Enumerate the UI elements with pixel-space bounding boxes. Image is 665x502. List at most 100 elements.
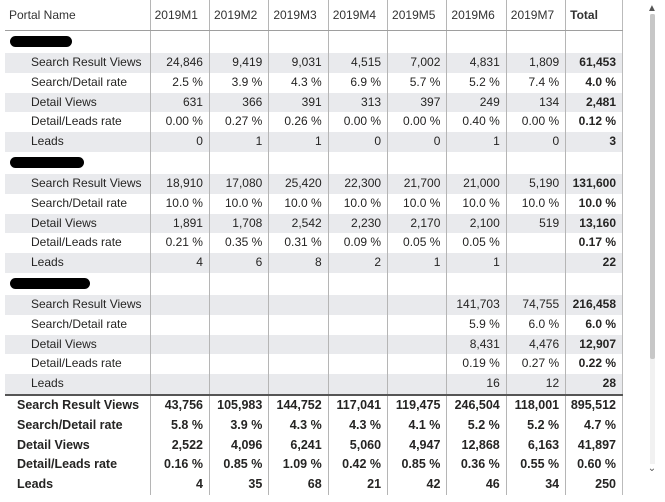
group-header-blank-cell bbox=[387, 151, 447, 174]
group-name-cell[interactable] bbox=[5, 272, 151, 295]
value-cell: 0.05 % bbox=[387, 233, 447, 254]
value-cell bbox=[327, 294, 388, 315]
value-cell: 17,080 bbox=[208, 173, 269, 194]
row-label: Detail Views bbox=[5, 213, 151, 234]
total-cell: 6.0 % bbox=[565, 314, 623, 335]
grand-total-value: 118,001 bbox=[505, 393, 566, 416]
table-row: Detail/Leads rate 0.21 % 0.35 % 0.31 % 0.09 … bbox=[5, 233, 623, 254]
group-header-blank-cell bbox=[327, 272, 388, 295]
value-cell: 2,230 bbox=[327, 213, 388, 234]
value-cell: 2,100 bbox=[446, 213, 507, 234]
value-cell bbox=[208, 314, 269, 335]
grand-total-value: 5.2 % bbox=[446, 415, 507, 436]
column-header-2019m1[interactable]: 2019M1 bbox=[149, 0, 210, 31]
value-cell: 631 bbox=[149, 92, 210, 113]
value-cell: 1 bbox=[208, 132, 269, 152]
value-cell: 3.9 % bbox=[208, 72, 269, 93]
row-label: Detail/Leads rate bbox=[31, 356, 122, 371]
grand-total-value: 0.55 % bbox=[505, 455, 566, 476]
value-cell: 141,703 bbox=[446, 294, 507, 315]
total-cell: 3 bbox=[565, 132, 623, 152]
grand-total-row: Detail Views 2,522 4,096 6,241 5,060 4,947 12,… bbox=[5, 435, 623, 456]
column-header-2019m3[interactable]: 2019M3 bbox=[268, 0, 329, 31]
grand-total-label: Leads bbox=[17, 477, 54, 492]
group-header-blank-cell bbox=[505, 151, 566, 174]
value-cell bbox=[268, 294, 329, 315]
value-cell: 10.0 % bbox=[268, 193, 329, 214]
value-cell: 4.3 % bbox=[268, 72, 329, 93]
value-cell: 0 bbox=[387, 132, 447, 152]
value-cell bbox=[268, 374, 329, 395]
column-header-portal-name[interactable]: Portal Name bbox=[5, 0, 151, 31]
group-header-blank-cell bbox=[387, 30, 447, 53]
total-cell: 12,907 bbox=[565, 334, 623, 355]
value-cell: 7,002 bbox=[387, 53, 447, 73]
grand-total-row: Search Result Views 43,756 105,983 144,752 1… bbox=[5, 393, 623, 416]
total-cell: 22 bbox=[565, 253, 623, 273]
scroll-down-icon[interactable]: ⌄ bbox=[647, 463, 657, 474]
row-label: Detail Views bbox=[5, 334, 151, 355]
value-cell: 0.27 % bbox=[208, 112, 269, 133]
value-cell: 8,431 bbox=[446, 334, 507, 355]
value-cell: 0.26 % bbox=[268, 112, 329, 133]
scroll-thumb[interactable] bbox=[650, 14, 655, 359]
total-cell: 2,481 bbox=[565, 92, 623, 113]
group-name-cell[interactable] bbox=[5, 151, 151, 174]
value-cell bbox=[387, 314, 447, 335]
value-cell bbox=[268, 334, 329, 355]
value-cell: 249 bbox=[446, 92, 507, 113]
value-cell bbox=[208, 294, 269, 315]
row-label: Leads bbox=[5, 253, 151, 273]
group-header-blank-cell bbox=[446, 151, 507, 174]
value-cell: 24,846 bbox=[149, 53, 210, 73]
value-cell bbox=[268, 314, 329, 335]
grand-total-value: 68 bbox=[268, 475, 329, 495]
grand-total-value: 3.9 % bbox=[208, 415, 269, 436]
grand-total-value: 6,163 bbox=[505, 435, 566, 456]
grand-total-value: 0.85 % bbox=[208, 455, 269, 476]
grand-total-value: 0.16 % bbox=[149, 455, 210, 476]
group-header-row[interactable] bbox=[5, 272, 623, 295]
group-header-blank-cell bbox=[149, 272, 210, 295]
column-header-2019m5[interactable]: 2019M5 bbox=[387, 0, 447, 31]
table-row: Leads 0 1 1 0 0 1 0 3 bbox=[5, 132, 623, 152]
value-cell: 0.00 % bbox=[327, 112, 388, 133]
group-header-blank-cell bbox=[446, 272, 507, 295]
group-name-cell[interactable] bbox=[5, 30, 151, 53]
group-header-row[interactable] bbox=[5, 30, 623, 53]
row-label: Detail/Leads rate bbox=[31, 235, 122, 250]
value-cell: 74,755 bbox=[505, 294, 566, 315]
grand-total-value: 5.8 % bbox=[149, 415, 210, 436]
header-row: Portal Name 2019M1 2019M2 2019M3 2019M4 … bbox=[5, 0, 623, 31]
group-header-blank-cell bbox=[565, 151, 623, 174]
scroll-up-icon[interactable]: ▲ bbox=[647, 3, 657, 14]
value-cell: 1,809 bbox=[505, 53, 566, 73]
total-cell: 61,453 bbox=[565, 53, 623, 73]
column-header-total[interactable]: Total bbox=[565, 0, 623, 31]
value-cell bbox=[327, 374, 388, 395]
column-header-2019m6[interactable]: 2019M6 bbox=[446, 0, 507, 31]
table-row: Search Result Views 24,846 9,419 9,031 4,515… bbox=[5, 53, 623, 73]
value-cell: 6.0 % bbox=[505, 314, 566, 335]
table-row: Search Result Views 141,703 74,755 216,458 bbox=[5, 294, 623, 315]
group-header-row[interactable] bbox=[5, 151, 623, 174]
table-row: Leads 16 12 28 bbox=[5, 374, 623, 395]
grand-total-value: 2,522 bbox=[149, 435, 210, 456]
value-cell: 4,515 bbox=[327, 53, 388, 73]
group-header-blank-cell bbox=[268, 30, 329, 53]
column-header-2019m4[interactable]: 2019M4 bbox=[327, 0, 388, 31]
column-header-2019m2[interactable]: 2019M2 bbox=[208, 0, 269, 31]
value-cell: 22,300 bbox=[327, 173, 388, 194]
grand-total-value: 34 bbox=[505, 475, 566, 495]
column-header-2019m7[interactable]: 2019M7 bbox=[505, 0, 566, 31]
matrix-table: Portal Name 2019M1 2019M2 2019M3 2019M4 … bbox=[5, 0, 623, 495]
row-label: Detail/Leads rate bbox=[31, 114, 122, 129]
table-row: Leads 4 6 8 2 1 1 22 bbox=[5, 253, 623, 273]
vertical-scrollbar[interactable]: ▲ ⌄ bbox=[647, 3, 657, 476]
value-cell: 4,831 bbox=[446, 53, 507, 73]
table-row: Search Result Views 18,910 17,080 25,420 22,… bbox=[5, 173, 623, 194]
group-header-blank-cell bbox=[505, 272, 566, 295]
row-label: Search/Detail rate bbox=[31, 316, 128, 331]
value-cell: 391 bbox=[268, 92, 329, 113]
value-cell: 0.35 % bbox=[208, 233, 269, 254]
